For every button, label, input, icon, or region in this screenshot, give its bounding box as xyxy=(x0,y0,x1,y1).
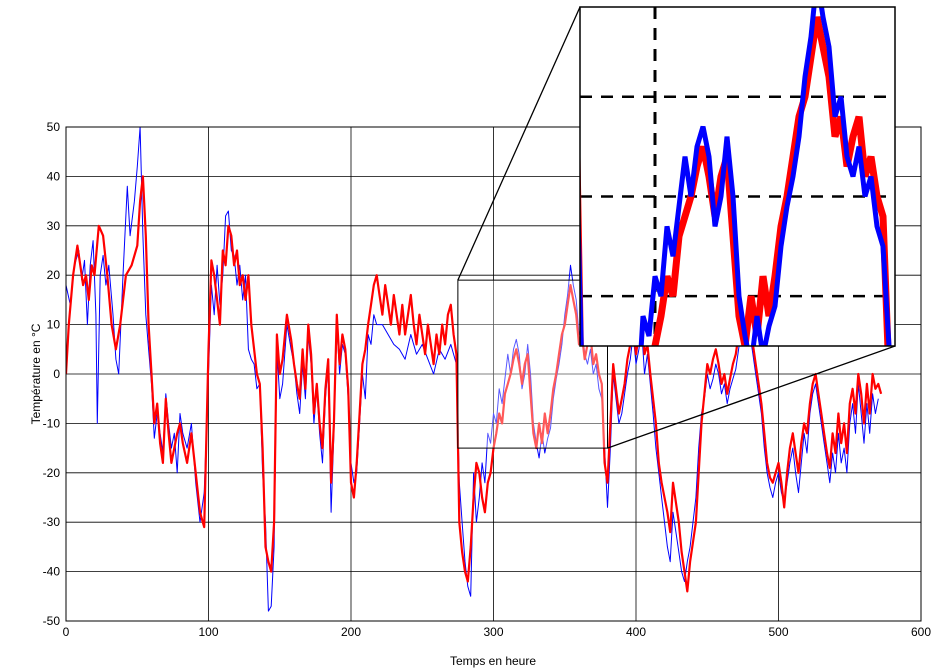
y-tick-label: 10 xyxy=(47,318,61,332)
y-tick-label: 0 xyxy=(53,367,60,381)
y-tick-label: -40 xyxy=(43,565,61,579)
x-tick-label: 200 xyxy=(341,625,361,639)
x-tick-label: 500 xyxy=(768,625,788,639)
y-axis-label: Température en °C xyxy=(29,323,43,424)
zoom-connector-line xyxy=(457,6,581,281)
y-tick-label: 50 xyxy=(47,120,61,134)
x-tick-label: 600 xyxy=(911,625,931,639)
zoom-connector-line xyxy=(607,345,896,449)
plot-frame xyxy=(65,126,922,622)
y-tick-label: 30 xyxy=(47,219,61,233)
y-tick-label: -20 xyxy=(43,466,61,480)
y-tick-label: 20 xyxy=(47,268,61,282)
y-tick-label: 40 xyxy=(47,169,61,183)
x-tick-labels: 0 100 200 300 400 500 600 xyxy=(63,625,932,639)
x-tick-label: 300 xyxy=(483,625,503,639)
x-tick-label: 100 xyxy=(198,625,218,639)
y-tick-label: -30 xyxy=(43,515,61,529)
y-tick-label: -50 xyxy=(43,614,61,628)
x-tick-label: 400 xyxy=(626,625,646,639)
x-tick-label: 0 xyxy=(63,625,70,639)
y-tick-labels: -50 -40 -30 -20 -10 0 10 20 30 40 50 xyxy=(43,120,61,628)
y-tick-label: -10 xyxy=(43,416,61,430)
inset-frame xyxy=(579,6,896,347)
x-axis-label: Temps en heure xyxy=(450,654,536,668)
